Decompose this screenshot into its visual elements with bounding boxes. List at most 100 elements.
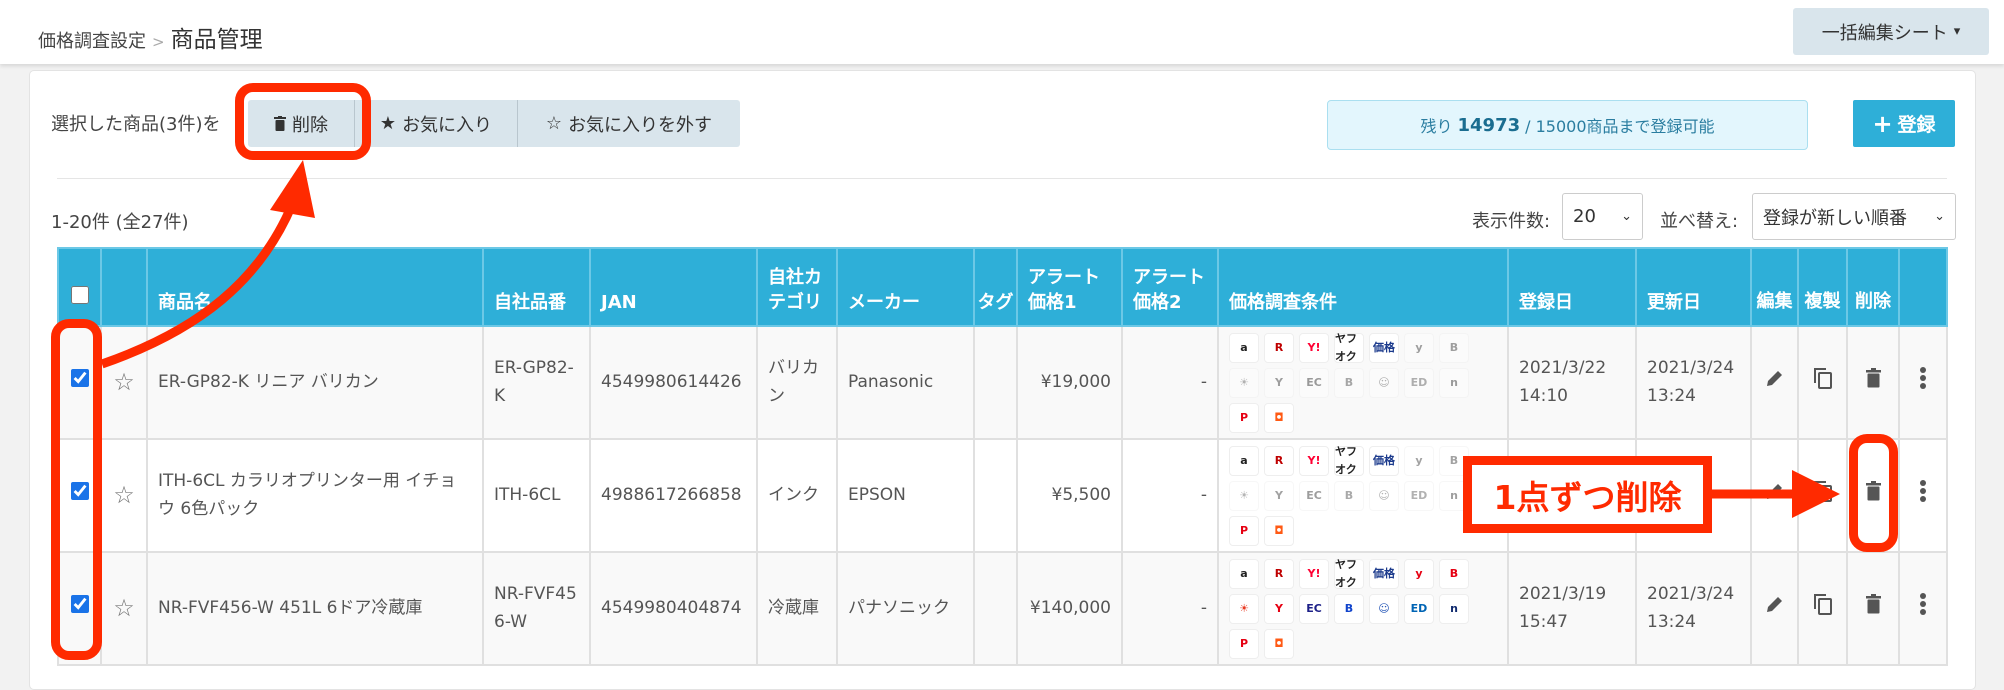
site-bic-b-icon: B [1334, 593, 1364, 624]
column-header: 自社カテゴリ [756, 247, 838, 327]
category: バリカン [756, 325, 838, 440]
per-page-select[interactable]: 20 ⌄ [1562, 193, 1643, 240]
site-yahoo-auction-icon: ヤフオク [1334, 332, 1364, 363]
delete-button[interactable] [1846, 438, 1900, 553]
row-checkbox[interactable] [70, 594, 89, 613]
site-ec-current-icon: EC [1299, 367, 1329, 398]
star-filled-icon: ★ [379, 113, 397, 134]
site-yahoo-shopping-icon: Y! [1299, 558, 1329, 589]
star-outline-icon: ☆ [113, 368, 135, 397]
site-bic-b-icon: B [1334, 367, 1364, 398]
row-checkbox-cell [57, 438, 102, 553]
favorite-toggle[interactable]: ☆ [100, 325, 148, 440]
row-checkbox[interactable] [70, 368, 89, 387]
column-header: JAN [589, 247, 758, 327]
copy-button[interactable] [1797, 438, 1848, 553]
registered-date: 2021/3/19 15:47 [1507, 551, 1637, 666]
site-p-mall-icon: P [1229, 515, 1259, 546]
pencil-icon [1766, 596, 1782, 612]
copy-icon [1813, 480, 1832, 502]
favorite-toggle[interactable]: ☆ [100, 438, 148, 553]
row-checkbox[interactable] [70, 481, 89, 500]
column-header: 価格調査条件 [1217, 247, 1509, 327]
sku: ER-GP82-K [482, 325, 591, 440]
quota-prefix: 残り [1420, 117, 1453, 136]
bulk-edit-sheet-button[interactable]: 一括編集シート ▾ [1793, 8, 1989, 55]
sort-select[interactable]: 登録が新しい順番 ⌄ [1752, 193, 1956, 240]
result-count: 1-20件 (全27件) [51, 212, 189, 233]
register-button[interactable]: + 登録 [1853, 100, 1955, 147]
category: 冷蔵庫 [756, 551, 838, 666]
site-amazon-icon: a [1229, 332, 1259, 363]
edit-button[interactable] [1750, 551, 1799, 666]
more-button[interactable] [1898, 438, 1948, 553]
site-amazon-icon: a [1229, 445, 1259, 476]
sku: ITH-6CL [482, 438, 591, 553]
column-header: 商品名 [146, 247, 484, 327]
star-outline-icon: ☆ [113, 481, 135, 510]
favorite-toggle[interactable]: ☆ [100, 551, 148, 666]
copy-button[interactable] [1797, 551, 1848, 666]
column-header: 登録日 [1507, 247, 1637, 327]
alert-price-1: ¥140,000 [1016, 551, 1123, 666]
price-survey-sites: a R Y! ヤフオク 価格 y B ☀ Y EC B ☺ ED n P ◘ [1217, 438, 1509, 553]
column-header: メーカー [836, 247, 975, 327]
bulk-edit-label: 一括編集シート [1821, 22, 1948, 44]
breadcrumb-parent[interactable]: 価格調査設定 [38, 31, 146, 52]
maker: EPSON [836, 438, 975, 553]
trash-icon [1865, 480, 1881, 501]
site-biccamera-icon: B [1439, 332, 1469, 363]
site-shop-bag-icon: ◘ [1264, 402, 1294, 433]
table-header: 商品名 自社品番 JAN 自社カテゴリ メーカー タグ アラート価格1 アラート価格2 価格調査… [57, 247, 1948, 327]
unfavorite-button[interactable]: ☆ お気に入りを外す [518, 100, 740, 147]
favorite-button[interactable]: ★ お気に入り [355, 100, 518, 147]
star-outline-icon: ☆ [113, 594, 135, 623]
site-p-mall-icon: P [1229, 628, 1259, 659]
column-header [57, 247, 102, 327]
register-label: 登録 [1897, 114, 1936, 136]
site-yodobashi-icon: y [1404, 332, 1434, 363]
more-button[interactable] [1898, 551, 1948, 666]
site-rakuten-icon: R [1264, 332, 1294, 363]
more-button[interactable] [1898, 325, 1948, 440]
site-nojima-icon: n [1439, 367, 1469, 398]
sku: NR-FVF456-W [482, 551, 591, 666]
delete-button[interactable] [1846, 551, 1900, 666]
maker: パナソニック [836, 551, 975, 666]
jan: 4549980404874 [589, 551, 758, 666]
divider [57, 178, 1947, 179]
tag [973, 325, 1018, 440]
row-checkbox-cell [57, 551, 102, 666]
per-page-label: 表示件数: [1472, 211, 1551, 232]
plus-icon: + [1872, 109, 1893, 138]
alert-price-1: ¥19,000 [1016, 325, 1123, 440]
column-header: 複製 [1797, 247, 1848, 327]
caret-down-icon: ▾ [1953, 24, 1961, 39]
column-header: 更新日 [1635, 247, 1752, 327]
copy-button[interactable] [1797, 325, 1848, 440]
site-rakuten-icon: R [1264, 445, 1294, 476]
row-checkbox-cell [57, 325, 102, 440]
edit-button[interactable] [1750, 325, 1799, 440]
site-nojima-icon: n [1439, 593, 1469, 624]
tag [973, 438, 1018, 553]
edit-button[interactable] [1750, 438, 1799, 553]
more-vertical-icon [1920, 366, 1926, 389]
column-header: アラート価格2 [1121, 247, 1219, 327]
annotation-callout: 1点ずつ削除 [1463, 456, 1712, 533]
bulk-delete-button[interactable]: 削除 [248, 100, 355, 147]
site-kakaku-icon: 価格 [1369, 332, 1399, 363]
tag [973, 551, 1018, 666]
alert-price-1: ¥5,500 [1016, 438, 1123, 553]
select-all-checkbox[interactable] [70, 285, 89, 304]
column-header: 削除 [1846, 247, 1900, 327]
favorite-label: お気に入り [402, 114, 493, 136]
site-p-mall-icon: P [1229, 402, 1259, 433]
site-yahoo-shopping-icon: Y! [1299, 445, 1329, 476]
quota-info: 残り 14973/ 15000商品まで登録可能 [1327, 100, 1808, 150]
updated-date: 2021/3/24 13:24 [1635, 325, 1752, 440]
site-ec-current-icon: EC [1299, 593, 1329, 624]
delete-button[interactable] [1846, 325, 1900, 440]
star-outline-icon: ☆ [545, 113, 563, 134]
site-biccamera-icon: B [1439, 558, 1469, 589]
